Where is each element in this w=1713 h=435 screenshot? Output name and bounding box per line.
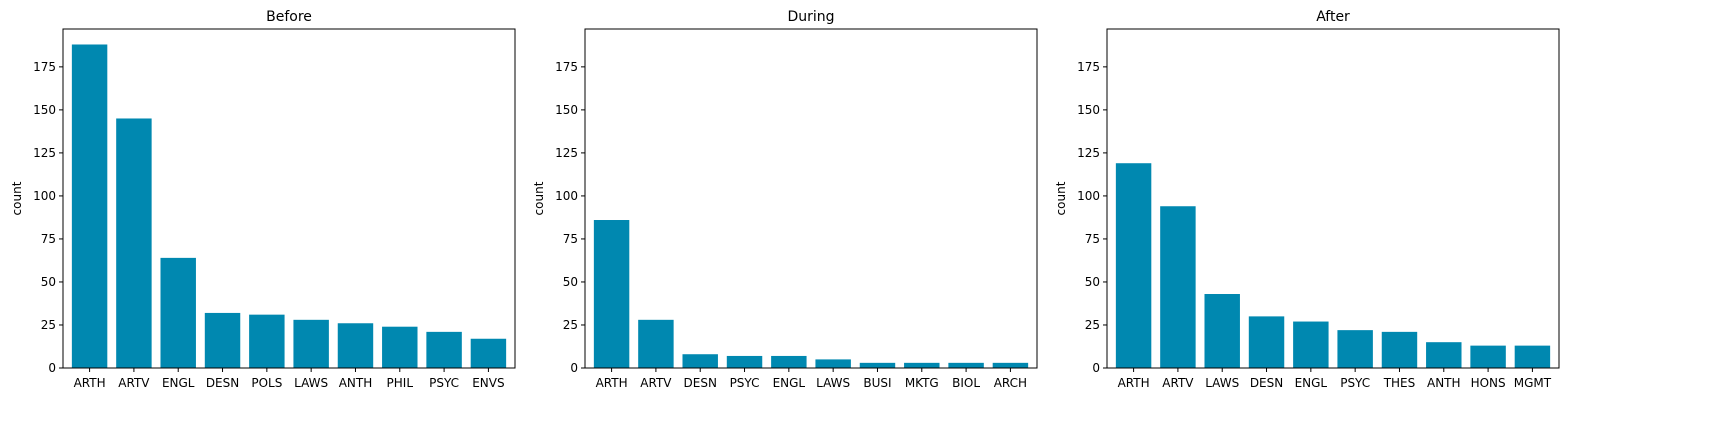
bar-phil (382, 326, 418, 368)
y-tick-label: 175 (555, 60, 578, 74)
x-tick-label: MKTG (905, 376, 939, 390)
y-tick-label: 175 (33, 60, 56, 74)
bar-arth (593, 220, 630, 368)
bar-psyc (726, 355, 763, 368)
bar-engl (771, 355, 807, 368)
x-tick-label: POLS (251, 376, 282, 390)
x-tick-label: PHIL (387, 376, 414, 390)
bar-mgmt (1514, 345, 1551, 368)
x-tick-label: BIOL (952, 376, 980, 390)
bar-pols (249, 314, 285, 368)
chart-title: During (787, 9, 834, 25)
bar-desn (682, 354, 718, 368)
bar-psyc (1337, 330, 1373, 368)
x-tick-label: ENGL (1295, 376, 1328, 390)
bar-artv (116, 118, 152, 368)
y-tick-label: 125 (1077, 146, 1100, 160)
plot-frame (1106, 28, 1560, 369)
x-tick-label: ENGL (162, 376, 195, 390)
x-tick-label: ARTV (1162, 376, 1194, 390)
bar-artv (638, 319, 674, 368)
bar-desn (1248, 316, 1285, 368)
y-axis-label: count (10, 181, 24, 215)
y-tick-label: 75 (41, 232, 56, 246)
y-tick-label: 25 (563, 318, 578, 332)
x-tick-label: THES (1383, 376, 1416, 390)
x-tick-label: LAWS (816, 376, 850, 390)
chart-title: After (1316, 9, 1350, 25)
bar-envs (470, 338, 507, 368)
x-tick-label: LAWS (294, 376, 328, 390)
x-tick-label: PSYC (730, 376, 760, 390)
bar-artv (1160, 206, 1196, 368)
y-tick-label: 150 (1077, 103, 1100, 117)
x-tick-label: ENVS (472, 376, 504, 390)
bar-desn (204, 312, 241, 368)
y-tick-label: 150 (555, 103, 578, 117)
chart-panel-during: ARTH ARTV DESN PSYC ENGL LAWS BUSI MKTG BIOL ARCH… (532, 9, 1038, 390)
y-tick-label: 0 (48, 361, 56, 375)
bar-arch (992, 362, 1029, 368)
chart-panel-after: ARTH ARTV LAWS DESN ENGL PSYC THES ANTH HONS MGMT… (1054, 9, 1560, 390)
x-tick-label: ANTH (1427, 376, 1461, 390)
x-tick-label: PSYC (429, 376, 459, 390)
plot-frame (584, 28, 1038, 369)
x-tick-label: DESN (206, 376, 239, 390)
y-axis-label: count (532, 181, 546, 215)
bar-laws (1204, 294, 1240, 368)
x-tick-label: LAWS (1205, 376, 1239, 390)
bar-thes (1381, 331, 1418, 368)
bar-mktg (904, 362, 940, 368)
y-tick-label: 75 (1085, 232, 1100, 246)
bar-hons (1470, 345, 1506, 368)
x-tick-label: HONS (1471, 376, 1506, 390)
y-tick-label: 25 (41, 318, 56, 332)
bar-psyc (426, 331, 462, 368)
bar-engl (160, 257, 196, 368)
x-tick-label: PSYC (1340, 376, 1370, 390)
bar-engl (1293, 321, 1329, 368)
bar-laws (815, 359, 851, 368)
bar-arth (1115, 163, 1152, 368)
chart-title: Before (266, 9, 312, 25)
chart-panel-before: ARTH ARTV ENGL DESN POLS LAWS ANTH PHIL PSYC ENVS… (10, 9, 516, 390)
y-tick-label: 50 (1085, 275, 1100, 289)
bar-anth (1426, 342, 1462, 368)
y-tick-label: 175 (1077, 60, 1100, 74)
y-tick-label: 0 (1092, 361, 1100, 375)
x-tick-label: ENGL (773, 376, 806, 390)
y-tick-label: 0 (570, 361, 578, 375)
y-tick-label: 125 (555, 146, 578, 160)
x-tick-label: ARTH (1118, 376, 1150, 390)
y-tick-label: 125 (33, 146, 56, 160)
bar-anth (337, 323, 374, 368)
bar-arth (71, 44, 108, 369)
x-tick-label: ANTH (339, 376, 373, 390)
y-tick-label: 25 (1085, 318, 1100, 332)
y-axis-label: count (1054, 181, 1068, 215)
y-tick-label: 75 (563, 232, 578, 246)
x-tick-label: DESN (1250, 376, 1283, 390)
bar-laws (293, 319, 329, 368)
y-tick-label: 150 (33, 103, 56, 117)
x-tick-label: ARTV (640, 376, 672, 390)
x-tick-label: ARCH (994, 376, 1027, 390)
y-tick-label: 50 (41, 275, 56, 289)
y-tick-label: 50 (563, 275, 578, 289)
plot-frame (62, 28, 516, 369)
y-tick-label: 100 (33, 189, 56, 203)
x-tick-label: BUSI (863, 376, 891, 390)
y-tick-label: 100 (555, 189, 578, 203)
x-tick-label: ARTH (74, 376, 106, 390)
y-tick-label: 100 (1077, 189, 1100, 203)
bar-biol (948, 362, 984, 368)
x-tick-label: ARTH (596, 376, 628, 390)
x-tick-label: DESN (684, 376, 717, 390)
bar-busi (859, 362, 896, 368)
x-tick-label: MGMT (1514, 376, 1552, 390)
x-tick-label: ARTV (118, 376, 150, 390)
